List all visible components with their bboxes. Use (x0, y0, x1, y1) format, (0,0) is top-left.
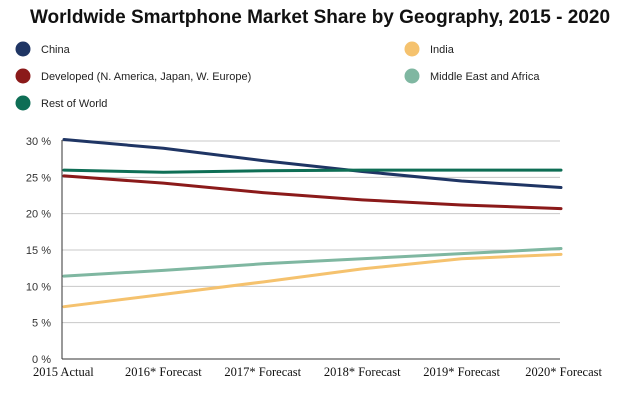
x-tick-label: 2017* Forecast (224, 365, 301, 379)
legend-marker-india (404, 41, 420, 57)
y-tick-label: 0 % (32, 354, 51, 366)
x-tick-label: 2020* Forecast (525, 365, 602, 379)
legend: China India Developed (N. America, Japan, … (15, 41, 540, 111)
series-line-rest-of-world (62, 168, 563, 174)
legend-label-india: India (430, 44, 455, 56)
legend-marker-rest-of-world (15, 95, 31, 111)
series-line-developed-n-america-japan-w-europe (62, 174, 563, 211)
series-line-india (62, 252, 563, 309)
legend-label-developed-n-america-japan-w-europe: Developed (N. America, Japan, W. Europe) (41, 71, 251, 83)
legend-label-china: China (41, 44, 71, 56)
legend-marker-developed-n-america-japan-w-europe (15, 68, 31, 84)
legend-label-middle-east-and-africa: Middle East and Africa (430, 71, 540, 83)
y-tick-label: 20 % (26, 209, 51, 221)
x-tick-label: 2015 Actual (33, 365, 94, 379)
series-line-china (62, 138, 563, 190)
y-tick-label: 15 % (26, 245, 51, 257)
series-lines (62, 138, 563, 309)
y-tick-label: 5 % (32, 318, 51, 330)
x-tick-label: 2018* Forecast (324, 365, 401, 379)
legend-marker-middle-east-and-africa (404, 68, 420, 84)
legend-label-rest-of-world: Rest of World (41, 98, 107, 110)
legend-marker-china (15, 41, 31, 57)
x-tick-label: 2019* Forecast (423, 365, 500, 379)
grid (61, 140, 560, 360)
y-tick-label: 25 % (26, 172, 51, 184)
y-tick-label: 10 % (26, 281, 51, 293)
y-axis-ticks: 0 % 5 % 10 % 15 % 20 % 25 % 30 % (26, 136, 51, 366)
x-tick-label: 2016* Forecast (125, 365, 202, 379)
y-tick-label: 30 % (26, 136, 51, 148)
chart-title: Worldwide Smartphone Market Share by Geo… (30, 7, 610, 28)
series-line-middle-east-and-africa (62, 247, 563, 278)
x-axis-ticks: 2015 Actual 2016* Forecast 2017* Forecast 2… (33, 365, 603, 379)
